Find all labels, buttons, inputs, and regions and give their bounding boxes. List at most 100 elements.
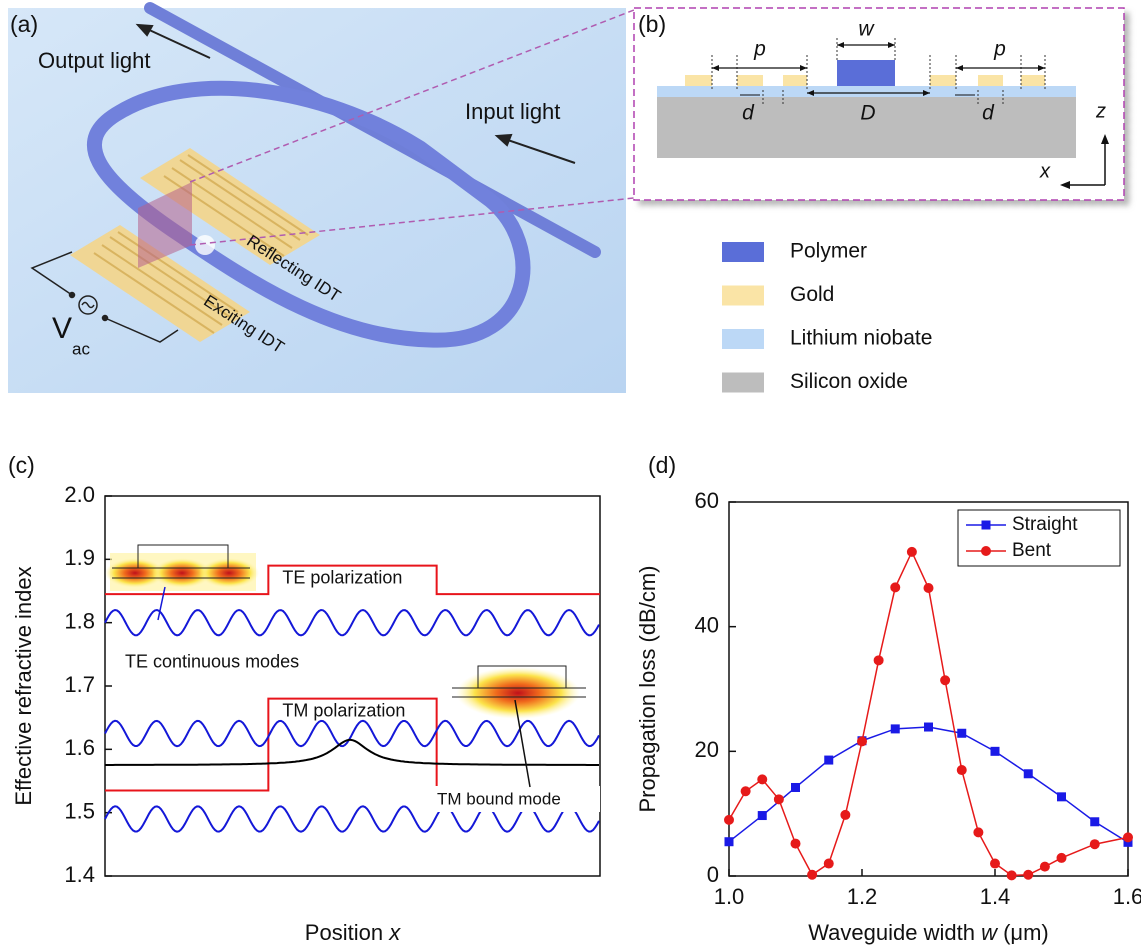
marker bbox=[824, 756, 833, 765]
x-tick-label: 1.2 bbox=[847, 884, 878, 909]
marker bbox=[991, 747, 1000, 756]
marker bbox=[891, 724, 900, 733]
gold-electrode bbox=[783, 75, 807, 86]
continuous-mode bbox=[105, 721, 599, 746]
y-tick-label: 1.8 bbox=[64, 608, 95, 633]
axis-label: z bbox=[1095, 100, 1106, 122]
annotation: TM bound mode bbox=[437, 789, 561, 808]
dimension-label: w bbox=[858, 18, 875, 41]
legend-label: Silicon oxide bbox=[790, 370, 908, 393]
marker bbox=[1123, 832, 1133, 842]
gold-electrode bbox=[978, 75, 1003, 86]
y-tick-label: 1.7 bbox=[64, 672, 95, 697]
panel-label: (a) bbox=[10, 11, 38, 37]
legend-swatch bbox=[722, 286, 764, 306]
marker bbox=[973, 827, 983, 837]
x-axis-title: Waveguide width w (μm) bbox=[808, 920, 1049, 945]
light-spot bbox=[195, 235, 215, 255]
y-tick-label: 60 bbox=[695, 488, 719, 513]
panel-label: (d) bbox=[648, 452, 676, 478]
marker bbox=[741, 786, 751, 796]
marker bbox=[724, 815, 734, 825]
dimension-label: p bbox=[753, 38, 766, 61]
y-axis-title: Propagation loss (dB/cm) bbox=[635, 566, 660, 813]
marker bbox=[924, 723, 933, 732]
marker bbox=[957, 765, 967, 775]
marker bbox=[824, 859, 834, 869]
gold-electrode bbox=[1021, 75, 1045, 86]
y-tick-label: 1.5 bbox=[64, 798, 95, 823]
lithium-niobate-layer bbox=[657, 86, 1076, 97]
y-tick-label: 40 bbox=[695, 612, 719, 637]
gold-electrode bbox=[930, 75, 956, 86]
dimension-label: p bbox=[993, 38, 1006, 61]
marker bbox=[1007, 870, 1017, 880]
marker bbox=[757, 774, 767, 784]
marker bbox=[1040, 862, 1050, 872]
dimension-label: d bbox=[742, 102, 755, 125]
marker bbox=[725, 837, 734, 846]
figure: (a) Output light Input light Reflecting … bbox=[0, 0, 1141, 948]
annotation: Output light bbox=[38, 48, 151, 73]
marker bbox=[774, 794, 784, 804]
legend-label: Gold bbox=[790, 283, 834, 306]
voltage-label: V bbox=[52, 312, 72, 345]
marker bbox=[907, 547, 917, 557]
y-tick-label: 2.0 bbox=[64, 482, 95, 507]
y-tick-label: 1.4 bbox=[64, 862, 95, 887]
marker bbox=[857, 736, 867, 746]
marker bbox=[758, 811, 767, 820]
y-axis-title: Effective refractive index bbox=[11, 566, 36, 805]
marker bbox=[807, 870, 817, 880]
legend-swatch bbox=[722, 373, 764, 393]
marker bbox=[990, 859, 1000, 869]
panel-label: (b) bbox=[638, 11, 666, 37]
annotation: TE polarization bbox=[282, 567, 402, 587]
annotation: TE continuous modes bbox=[125, 651, 299, 671]
panel-label: (c) bbox=[8, 452, 35, 478]
annotation: Input light bbox=[465, 99, 560, 124]
voltage-subscript: ac bbox=[72, 339, 90, 358]
dimension-label: D bbox=[860, 102, 875, 125]
x-axis-title: Position x bbox=[305, 920, 401, 945]
marker bbox=[940, 675, 950, 685]
legend-label: Lithium niobate bbox=[790, 327, 932, 350]
marker bbox=[1024, 769, 1033, 778]
continuous-mode bbox=[105, 610, 599, 635]
series-line bbox=[729, 552, 1128, 876]
annotation: TM polarization bbox=[282, 700, 405, 720]
legend-label: Bent bbox=[1012, 540, 1052, 561]
marker bbox=[924, 583, 934, 593]
x-tick-label: 1.4 bbox=[980, 884, 1011, 909]
marker bbox=[1057, 792, 1066, 801]
x-tick-label: 1.0 bbox=[714, 884, 745, 909]
y-tick-label: 1.6 bbox=[64, 735, 95, 760]
legend-swatch bbox=[722, 242, 764, 262]
y-tick-label: 1.9 bbox=[64, 545, 95, 570]
marker bbox=[791, 839, 801, 849]
polymer-waveguide bbox=[837, 60, 895, 86]
x-axis-title-part: (μm) bbox=[997, 920, 1049, 945]
marker bbox=[982, 521, 991, 530]
dimension-label: d bbox=[982, 102, 995, 125]
axis-label: x bbox=[1039, 160, 1051, 182]
marker bbox=[1023, 870, 1033, 880]
y-tick-label: 20 bbox=[695, 737, 719, 762]
legend-label: Straight bbox=[1012, 514, 1078, 535]
marker bbox=[874, 655, 884, 665]
marker bbox=[840, 810, 850, 820]
gold-electrode bbox=[685, 75, 712, 86]
x-axis-title-part: Position bbox=[305, 920, 389, 945]
legend-label: Polymer bbox=[790, 240, 867, 263]
x-tick-label: 1.6 bbox=[1113, 884, 1141, 909]
marker bbox=[981, 546, 991, 556]
marker bbox=[890, 582, 900, 592]
gold-electrode bbox=[737, 75, 763, 86]
marker bbox=[1090, 839, 1100, 849]
marker bbox=[957, 729, 966, 738]
marker bbox=[1057, 853, 1067, 863]
marker bbox=[1090, 817, 1099, 826]
marker bbox=[791, 783, 800, 792]
mode-profile bbox=[456, 667, 580, 719]
mode-profile bbox=[199, 558, 259, 588]
